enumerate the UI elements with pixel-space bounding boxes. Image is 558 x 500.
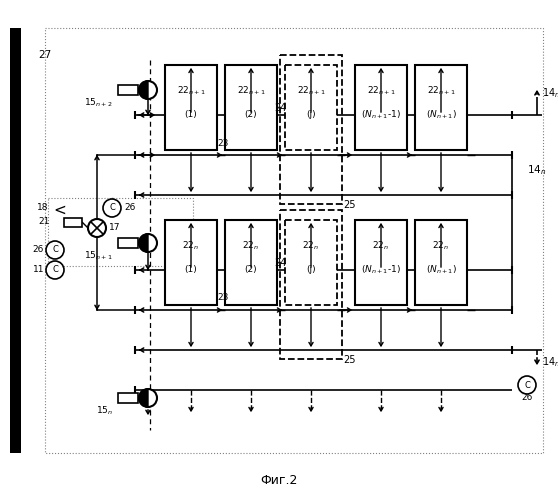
Bar — [64, 218, 82, 227]
Bar — [118, 393, 138, 403]
Bar — [48, 198, 193, 266]
Text: 24: 24 — [274, 103, 286, 113]
Bar — [355, 65, 407, 150]
Circle shape — [103, 199, 121, 217]
Text: C: C — [52, 246, 58, 254]
Circle shape — [139, 81, 157, 99]
Bar — [415, 65, 467, 150]
Text: $14_n$: $14_n$ — [527, 163, 546, 177]
Text: C: C — [109, 204, 115, 212]
Bar — [225, 65, 277, 150]
Text: C: C — [524, 380, 530, 390]
Text: $22_{n+1}$: $22_{n+1}$ — [237, 84, 266, 97]
Text: 26: 26 — [124, 204, 136, 212]
Text: $22_n$: $22_n$ — [372, 240, 389, 252]
Text: 26: 26 — [32, 246, 44, 254]
Text: 21: 21 — [39, 218, 50, 226]
Circle shape — [46, 241, 64, 259]
Text: (j): (j) — [306, 110, 316, 119]
Text: $22_{n+1}$: $22_{n+1}$ — [367, 84, 396, 97]
Wedge shape — [139, 389, 148, 407]
Text: ($N_{n+1}$-1): ($N_{n+1}$-1) — [361, 108, 401, 120]
Bar — [165, 65, 217, 150]
Text: $22_{n+1}$: $22_{n+1}$ — [427, 84, 455, 97]
Text: $15_{n+1}$: $15_{n+1}$ — [84, 250, 113, 262]
Text: <: < — [54, 202, 66, 218]
Bar — [118, 238, 138, 248]
Text: Фиг.2: Фиг.2 — [261, 474, 297, 486]
Bar — [225, 220, 277, 305]
Text: $15_{n+2}$: $15_{n+2}$ — [84, 97, 113, 110]
Circle shape — [139, 234, 157, 252]
Bar — [10, 28, 21, 453]
Text: 18: 18 — [36, 202, 48, 211]
Text: (1): (1) — [185, 110, 198, 119]
Text: $22_n$: $22_n$ — [242, 240, 259, 252]
Text: 26: 26 — [521, 394, 533, 402]
Bar — [118, 85, 138, 95]
Text: $22_{n+1}$: $22_{n+1}$ — [297, 84, 325, 97]
Text: $14_{n+1}$: $14_{n+1}$ — [542, 86, 558, 100]
Text: $22_n$: $22_n$ — [302, 240, 320, 252]
Bar — [415, 220, 467, 305]
Circle shape — [139, 389, 157, 407]
Text: (2): (2) — [245, 110, 257, 119]
Text: $22_{n+1}$: $22_{n+1}$ — [177, 84, 205, 97]
Text: $14_{n-1}$: $14_{n-1}$ — [542, 355, 558, 369]
Text: C: C — [52, 266, 58, 274]
Text: 27: 27 — [38, 50, 51, 60]
Bar — [45, 28, 543, 453]
Wedge shape — [139, 234, 148, 252]
Bar — [280, 55, 342, 204]
Circle shape — [88, 219, 106, 237]
Circle shape — [518, 376, 536, 394]
Text: 24: 24 — [274, 258, 286, 268]
Bar — [285, 220, 337, 305]
Bar — [165, 220, 217, 305]
Text: $15_n$: $15_n$ — [96, 405, 113, 417]
Text: 25: 25 — [344, 355, 356, 365]
Bar — [280, 210, 342, 359]
Text: $22_n$: $22_n$ — [432, 240, 450, 252]
Text: (2): (2) — [245, 265, 257, 274]
Text: (1): (1) — [185, 265, 198, 274]
Text: 23: 23 — [217, 294, 229, 302]
Text: (j): (j) — [306, 265, 316, 274]
Text: ($N_{n+1}$): ($N_{n+1}$) — [426, 263, 456, 276]
Text: 11: 11 — [32, 266, 44, 274]
Bar — [355, 220, 407, 305]
Text: ($N_{n+1}$-1): ($N_{n+1}$-1) — [361, 263, 401, 276]
Text: 23: 23 — [217, 138, 229, 147]
Circle shape — [46, 261, 64, 279]
Wedge shape — [139, 81, 148, 99]
Bar — [285, 65, 337, 150]
Text: 25: 25 — [344, 200, 356, 210]
Text: $22_n$: $22_n$ — [182, 240, 200, 252]
Text: 17: 17 — [109, 224, 121, 232]
Text: ($N_{n+1}$): ($N_{n+1}$) — [426, 108, 456, 120]
